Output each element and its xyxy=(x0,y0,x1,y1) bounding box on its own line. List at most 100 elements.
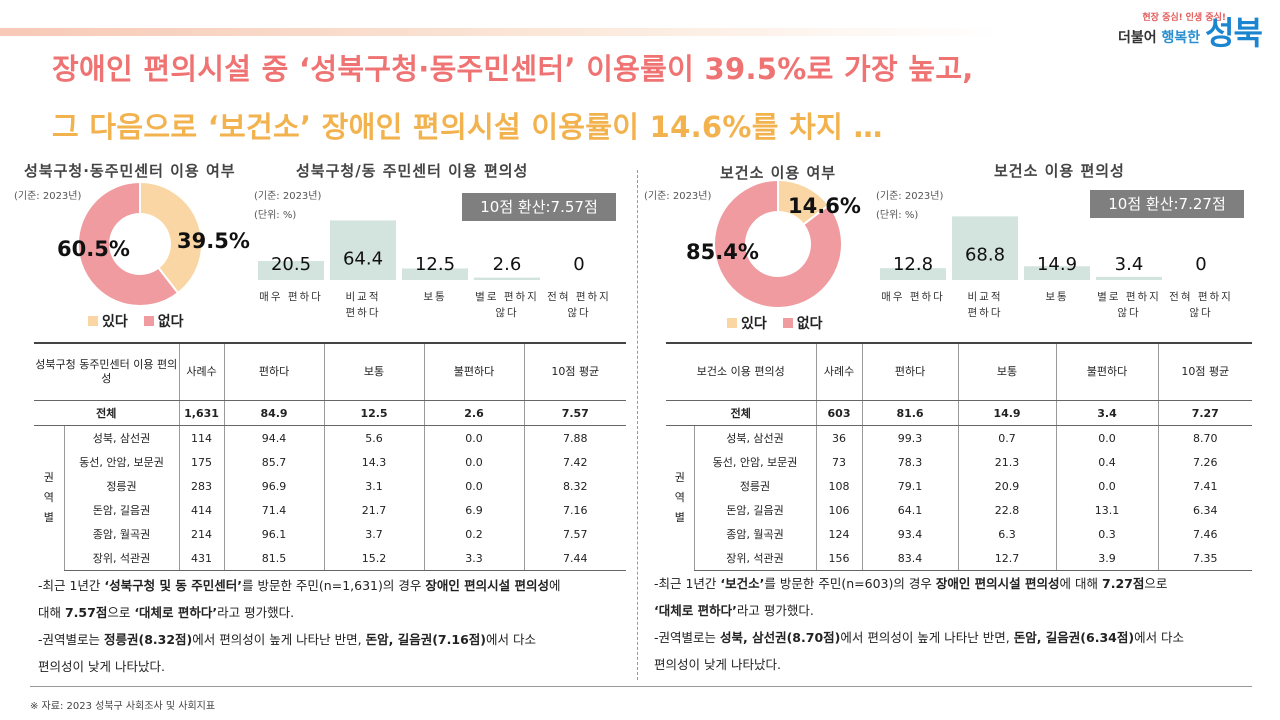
cell: 124 xyxy=(815,522,863,546)
bar xyxy=(330,220,396,280)
cell: 1,631 xyxy=(178,400,225,426)
table-row: 동선, 안암, 보문권 73 78.3 21.3 0.4 7.26 xyxy=(666,450,1253,474)
bar-value-label: 2.6 xyxy=(493,254,522,275)
logo-slogan-b: 인생 중심! xyxy=(1185,13,1226,23)
table-row: 동선, 안암, 보문권 175 85.7 14.3 0.0 7.42 xyxy=(34,450,627,474)
headline-line-1: 장애인 편의시설 중 ‘성북구청·동주민센터’ 이용률이 39.5%로 가장 높… xyxy=(52,52,974,86)
cell: 동선, 안암, 보문권 xyxy=(63,450,180,474)
th-convenient: 편하다 xyxy=(861,343,959,401)
cell: 6.3 xyxy=(957,522,1057,546)
left-note-line-4: 편의성이 낮게 나타났다. xyxy=(38,659,165,674)
note-emph: 7.27점 xyxy=(1102,576,1145,591)
group-char: 별 xyxy=(674,511,685,525)
left-usage-title: 성북구청·동주민센터 이용 여부 xyxy=(24,162,236,180)
cell: 83.4 xyxy=(861,546,959,571)
cell: 94.4 xyxy=(223,425,325,450)
region-group-label: 권 역 별 xyxy=(34,426,64,571)
cell: 종암, 월곡권 xyxy=(63,522,180,546)
bar-category-label: 전혀 편하지 xyxy=(1169,290,1233,303)
cell: 603 xyxy=(815,400,863,426)
bar-category-label: 않다 xyxy=(495,307,518,319)
bar-category-label: 매우 편하다 xyxy=(259,290,323,303)
bar-value-label: 20.5 xyxy=(271,254,311,275)
bar-category-label: 별로 편하지 xyxy=(1097,290,1161,303)
right-note-line-1: -최근 1년간 ‘보건소’를 방문한 주민(n=603)의 경우 장애인 편의시… xyxy=(654,570,1184,597)
bar-value-label: 12.5 xyxy=(415,254,455,275)
cell: 73 xyxy=(815,450,863,474)
cell: 정릉권 xyxy=(693,474,817,498)
cell: 7.42 xyxy=(523,450,627,474)
cell: 6.34 xyxy=(1157,498,1253,522)
bar-category-label: 별로 편하지 xyxy=(475,290,539,303)
note-text: 에 xyxy=(549,578,561,593)
donut-slice-yes xyxy=(139,180,203,295)
cell: 108 xyxy=(815,474,863,498)
bar-value-label: 68.8 xyxy=(965,244,1005,265)
note-emph: ‘보건소’ xyxy=(720,576,765,591)
bar-category-label: 편하다 xyxy=(346,306,381,319)
table-total-row: 전체 1,631 84.9 12.5 2.6 7.57 xyxy=(34,400,627,426)
bar xyxy=(474,277,540,280)
cell: 0.3 xyxy=(1055,522,1159,546)
left-note-line-3: -권역별로는 정릉권(8.32점)에서 편의성이 높게 나타난 반면, 돈암, … xyxy=(38,626,561,653)
cell: 성북, 삼선권 xyxy=(63,425,180,450)
group-char: 권 xyxy=(674,471,685,485)
note-text: -최근 1년간 xyxy=(654,576,721,591)
cell: 85.7 xyxy=(223,450,325,474)
cell: 0.0 xyxy=(1055,474,1159,498)
right-note-line-2: ‘대체로 편하다’라고 평가했다. xyxy=(654,597,1184,624)
table-row: 권 역 별 성북, 삼선권 114 94.4 5.6 0.0 7.88 xyxy=(34,425,627,524)
cell: 156 xyxy=(815,546,863,571)
cell: 3.4 xyxy=(1055,400,1159,426)
logo-slogan: 현장 중심! 인생 중심! xyxy=(1142,10,1226,23)
cell: 78.3 xyxy=(861,450,959,474)
cell: 21.7 xyxy=(323,498,425,522)
cell: 96.9 xyxy=(223,474,325,498)
note-text: 에서 다소 xyxy=(485,632,536,647)
bar-value-label: 0 xyxy=(1195,254,1206,275)
table-row: 돈암, 길음권 106 64.1 22.8 13.1 6.34 xyxy=(666,498,1253,522)
cell: 0.0 xyxy=(423,450,525,474)
left-note-line-2: 대해 7.57점으로 ‘대체로 편하다’라고 평가했다. xyxy=(38,599,561,626)
right-convenience-title: 보건소 이용 편의성 xyxy=(994,162,1125,180)
cell: 21.3 xyxy=(957,450,1057,474)
cell: 장위, 석관권 xyxy=(693,546,817,571)
note-emph: ‘성북구청 및 동 주민센터’ xyxy=(104,578,242,593)
cell: 7.16 xyxy=(523,498,627,522)
bar-category-label: 보통 xyxy=(423,291,446,303)
left-usage-donut-chart xyxy=(77,180,203,307)
cell: 7.44 xyxy=(523,546,627,571)
cell: 96.1 xyxy=(223,522,325,546)
right-unit-note: (단위: %) xyxy=(876,210,919,221)
cell: 3.7 xyxy=(323,522,425,546)
left-convenience-table: 성북구청 동주민센터 이용 편의성 사례수 편하다 보통 불편하다 10점 평균… xyxy=(34,342,627,571)
cell: 22.8 xyxy=(957,498,1057,522)
cell: 214 xyxy=(178,522,225,546)
left-convenience-title: 성북구청/동 주민센터 이용 편의성 xyxy=(296,162,529,180)
note-emph: 정릉권(8.32점) xyxy=(103,632,193,647)
bar-value-label: 14.9 xyxy=(1037,254,1077,275)
table-row: 장위, 석관권 431 81.5 15.2 3.3 7.44 xyxy=(34,546,627,571)
th-convenient: 편하다 xyxy=(223,343,325,401)
panel-divider xyxy=(637,170,638,680)
cell: 36 xyxy=(815,425,863,450)
cell: 3.3 xyxy=(423,546,525,571)
cell: 3.9 xyxy=(1055,546,1159,571)
cell: 64.1 xyxy=(861,498,959,522)
bar-category-label: 않다 xyxy=(1117,307,1140,319)
bar-category-label: 편하다 xyxy=(968,306,1003,319)
note-text: 에서 편의성이 높게 나타난 반면, xyxy=(192,632,366,647)
note-emph: 장애인 편의시설 편의성 xyxy=(425,578,550,593)
cell: 431 xyxy=(178,546,225,571)
right-pie-legend: 있다 없다 xyxy=(727,313,823,333)
legend-no-label: 없다 xyxy=(796,316,823,332)
table-row: 정릉권 283 96.9 3.1 0.0 8.32 xyxy=(34,474,627,498)
note-text: 에서 다소 xyxy=(1134,630,1185,645)
bar-category-label: 보통 xyxy=(1045,291,1068,303)
legend-yes-swatch xyxy=(88,316,98,326)
cell: 7.26 xyxy=(1157,450,1253,474)
cell: 14.9 xyxy=(957,400,1057,426)
bar xyxy=(258,261,324,280)
cell: 84.9 xyxy=(223,400,325,426)
